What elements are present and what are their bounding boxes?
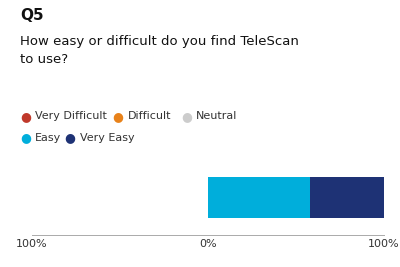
Text: ●: ● (20, 131, 31, 144)
Text: ●: ● (181, 110, 192, 123)
Text: Neutral: Neutral (196, 111, 237, 121)
Text: ●: ● (64, 131, 75, 144)
Text: Easy: Easy (35, 132, 62, 143)
Text: Q5: Q5 (20, 8, 44, 23)
Text: Difficult: Difficult (128, 111, 171, 121)
Text: Very Easy: Very Easy (80, 132, 134, 143)
Text: Very Difficult: Very Difficult (35, 111, 107, 121)
Bar (208, 177, 310, 218)
Text: How easy or difficult do you find TeleScan
to use?: How easy or difficult do you find TeleSc… (20, 35, 299, 66)
Text: ●: ● (112, 110, 123, 123)
Bar (310, 177, 384, 218)
Text: ●: ● (20, 110, 31, 123)
